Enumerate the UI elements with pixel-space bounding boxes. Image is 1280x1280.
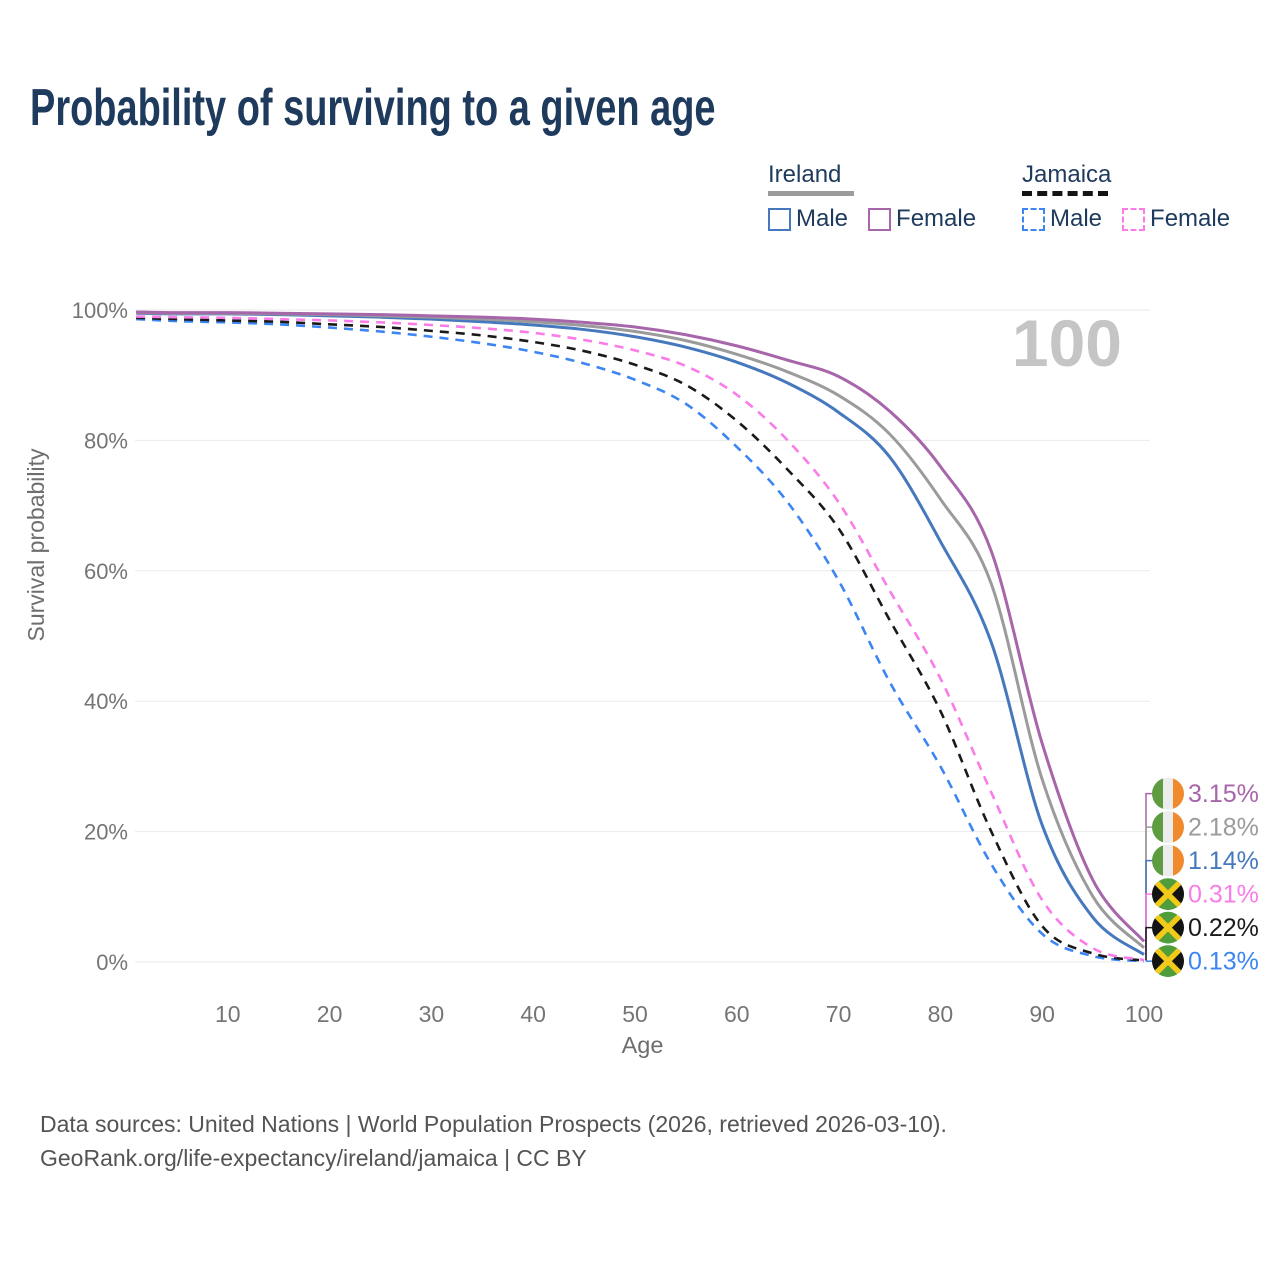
ireland-flag-icon xyxy=(1152,777,1184,810)
ireland-line-style-swatch xyxy=(768,191,854,197)
series-line-jamaica-male xyxy=(136,317,1145,963)
x-tick-label: 80 xyxy=(928,1001,954,1027)
end-label-connector-ireland-all xyxy=(1145,826,1153,948)
legend-jamaica-title[interactable]: Jamaica xyxy=(1022,161,1112,188)
end-label-value-jamaica-all: 0.22% xyxy=(1188,914,1259,942)
end-label-connector-jamaica-all xyxy=(1145,926,1153,961)
x-tick-label: 20 xyxy=(317,1001,343,1027)
footer-license-link[interactable]: GeoRank.org/life-expectancy/ireland/jama… xyxy=(40,1145,587,1171)
legend-item-jamaica-female[interactable]: Female xyxy=(1122,205,1230,233)
y-tick-label: 40% xyxy=(84,689,128,714)
y-axis-title: Survival probability xyxy=(23,448,49,642)
x-tick-label: 30 xyxy=(419,1001,445,1027)
jamaica-flag-icon xyxy=(1152,878,1184,911)
series-line-ireland-male xyxy=(136,311,1145,956)
end-label-value-ireland-all: 2.18% xyxy=(1188,814,1259,842)
y-tick-label: 80% xyxy=(84,428,128,453)
legend-label-ireland-female: Female xyxy=(896,205,977,233)
x-tick-label: 70 xyxy=(826,1001,852,1027)
legend-item-ireland-male[interactable]: Male xyxy=(768,205,848,233)
end-label-connector-ireland-female xyxy=(1145,792,1153,942)
ireland-flag-icon xyxy=(1152,844,1184,877)
series-line-ireland-female xyxy=(136,310,1146,943)
end-label-value-jamaica-male: 0.13% xyxy=(1188,948,1259,976)
x-axis-title: Age xyxy=(622,1032,664,1058)
end-label-value-ireland-male: 1.14% xyxy=(1188,847,1259,875)
jamaica-flag-icon xyxy=(1152,911,1184,944)
footer-data-sources: Data sources: United Nations | World Pop… xyxy=(40,1111,947,1137)
end-label-value-ireland-female: 3.15% xyxy=(1188,780,1259,808)
series-line-jamaica-all xyxy=(136,316,1145,962)
x-tick-label: 50 xyxy=(622,1001,648,1027)
x-tick-label: 60 xyxy=(724,1001,750,1027)
legend-label-ireland-male: Male xyxy=(796,205,849,233)
legend-ireland-title[interactable]: Ireland xyxy=(768,161,842,188)
y-tick-label: 20% xyxy=(84,820,128,845)
legend-group-ireland: Ireland Male Female xyxy=(768,161,976,233)
legend-item-jamaica-male[interactable]: Male xyxy=(1022,205,1102,233)
legend-group-jamaica: Jamaica Male Female xyxy=(1022,161,1230,233)
legend-label-jamaica-male: Male xyxy=(1050,205,1103,233)
jamaica-flag-icon xyxy=(1152,945,1184,978)
end-label-value-jamaica-female: 0.31% xyxy=(1188,881,1259,909)
y-tick-label: 0% xyxy=(96,950,128,975)
footer: Data sources: United Nations | World Pop… xyxy=(40,1107,947,1175)
ireland-male-swatch-icon xyxy=(768,207,791,231)
x-tick-label: 100 xyxy=(1125,1001,1163,1027)
y-tick-label: 60% xyxy=(84,559,128,584)
legend-label-jamaica-female: Female xyxy=(1150,205,1231,233)
jamaica-male-swatch-icon xyxy=(1022,207,1045,231)
jamaica-female-swatch-icon xyxy=(1122,207,1146,231)
series-line-ireland-all xyxy=(136,311,1146,949)
jamaica-line-style-swatch xyxy=(1022,191,1108,197)
x-tick-label: 90 xyxy=(1029,1001,1055,1027)
page-title: Probability of surviving to a given age xyxy=(30,79,716,137)
x-tick-label: 10 xyxy=(215,1001,241,1027)
end-label-connector-ireland-male xyxy=(1145,859,1153,955)
age-watermark: 100 xyxy=(1012,306,1122,380)
ireland-female-swatch-icon xyxy=(868,207,892,231)
series-line-jamaica-female xyxy=(136,315,1145,962)
x-tick-label: 40 xyxy=(520,1001,546,1027)
ireland-flag-icon xyxy=(1152,811,1184,844)
legend-item-ireland-female[interactable]: Female xyxy=(868,205,976,233)
y-tick-label: 100% xyxy=(72,298,128,323)
